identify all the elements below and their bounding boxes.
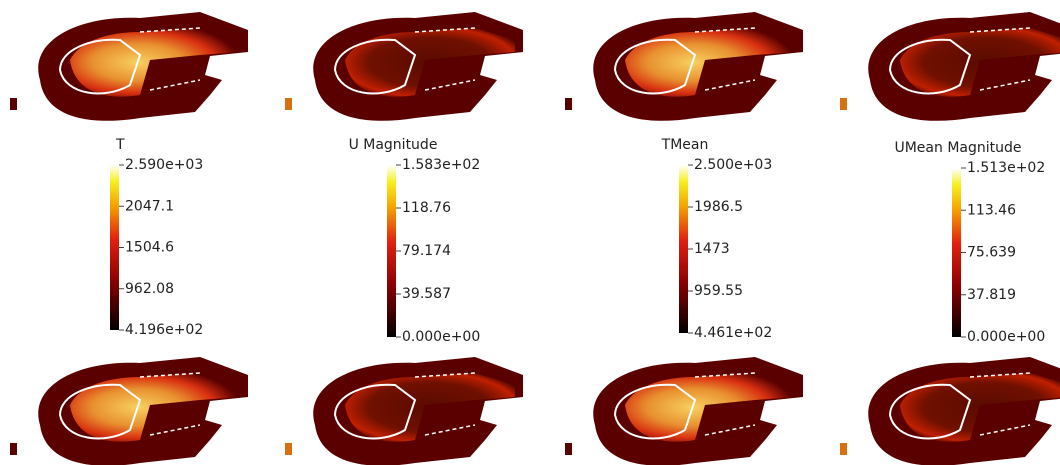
colorbar-label: 1473 (694, 241, 730, 257)
combustor-field (38, 357, 248, 465)
colorbar (679, 165, 688, 333)
inlet-marker (840, 98, 847, 110)
combustor-field (38, 12, 248, 121)
colorbar-label: 118.76 (402, 200, 451, 216)
inlet-marker (285, 98, 292, 110)
colorbar-label: 962.08 (125, 281, 174, 297)
colorbar-title: UMean Magnitude (894, 140, 1021, 156)
colorbar-label: 2.500e+03 (694, 157, 772, 173)
combustor-field (313, 12, 523, 121)
colorbar-label: 113.46 (967, 202, 1016, 218)
combustor-field (868, 12, 1060, 121)
inlet-marker (10, 98, 17, 110)
colorbar-label: 2.590e+03 (125, 157, 203, 173)
colorbar-label: 75.639 (967, 245, 1016, 261)
colorbar (110, 165, 119, 330)
colorbar-label: 39.587 (402, 286, 451, 302)
inlet-marker (565, 443, 572, 455)
colorbar-label: 1.513e+02 (967, 160, 1045, 176)
colorbar-label: 1504.6 (125, 240, 174, 256)
inlet-marker (10, 443, 17, 455)
colorbar-title: TMean (661, 137, 709, 153)
colorbar-title: U Magnitude (349, 137, 438, 153)
colorbar-label: 37.819 (967, 287, 1016, 303)
colorbar-label: 959.55 (694, 283, 743, 299)
inlet-marker (285, 443, 292, 455)
page: T2.590e+03 2047.1 1504.6 962.08 4.196e+02 U M… (0, 0, 1060, 465)
colorbar-label: 79.174 (402, 243, 451, 259)
colorbar-label: 1.583e+02 (402, 157, 480, 173)
inlet-marker (840, 443, 847, 455)
colorbar-label: 2047.1 (125, 198, 174, 214)
colorbar-label: 4.461e+02 (694, 325, 772, 341)
combustor-field (593, 12, 803, 121)
inlet-marker (565, 98, 572, 110)
combustor-field (593, 357, 803, 465)
combustor-field (868, 357, 1060, 465)
figure: T2.590e+03 2047.1 1504.6 962.08 4.196e+02 U M… (0, 0, 1060, 465)
colorbar-title: T (115, 137, 125, 153)
colorbar-label: 1986.5 (694, 199, 743, 215)
colorbar (387, 165, 396, 337)
colorbar (952, 168, 961, 337)
colorbar-label: 4.196e+02 (125, 322, 203, 338)
combustor-field (313, 357, 523, 465)
colorbar-label: 0.000e+00 (967, 329, 1045, 345)
colorbar-label: 0.000e+00 (402, 329, 480, 345)
